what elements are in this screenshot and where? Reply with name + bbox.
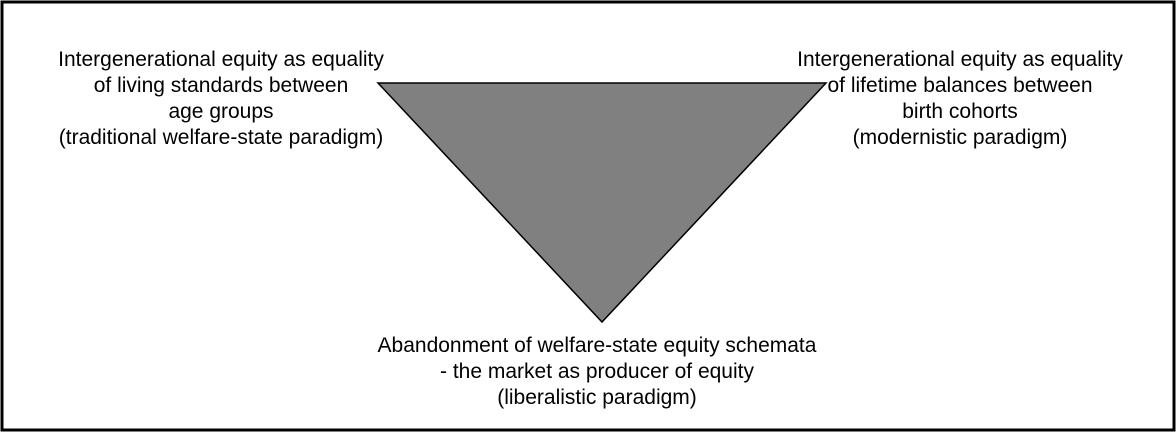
node-label: of living standards between [94, 74, 349, 97]
node-label: Intergenerational equity as equality [797, 48, 1123, 71]
labels: Intergenerational equity as equality of l… [58, 48, 1123, 409]
node-label: age groups [168, 100, 273, 123]
triangle [376, 82, 828, 324]
node-label: Abandonment of welfare-state equity sche… [378, 334, 817, 357]
node-label: (modernistic paradigm) [853, 126, 1068, 149]
node-label: (liberalistic paradigm) [497, 386, 697, 409]
node-label: of lifetime balances between [828, 74, 1093, 97]
node-label: birth cohorts [902, 100, 1018, 123]
node-label: Intergenerational equity as equality [58, 48, 384, 71]
node-label: (traditional welfare-state paradigm) [59, 126, 383, 149]
node-label: - the market as producer of equity [440, 360, 754, 383]
